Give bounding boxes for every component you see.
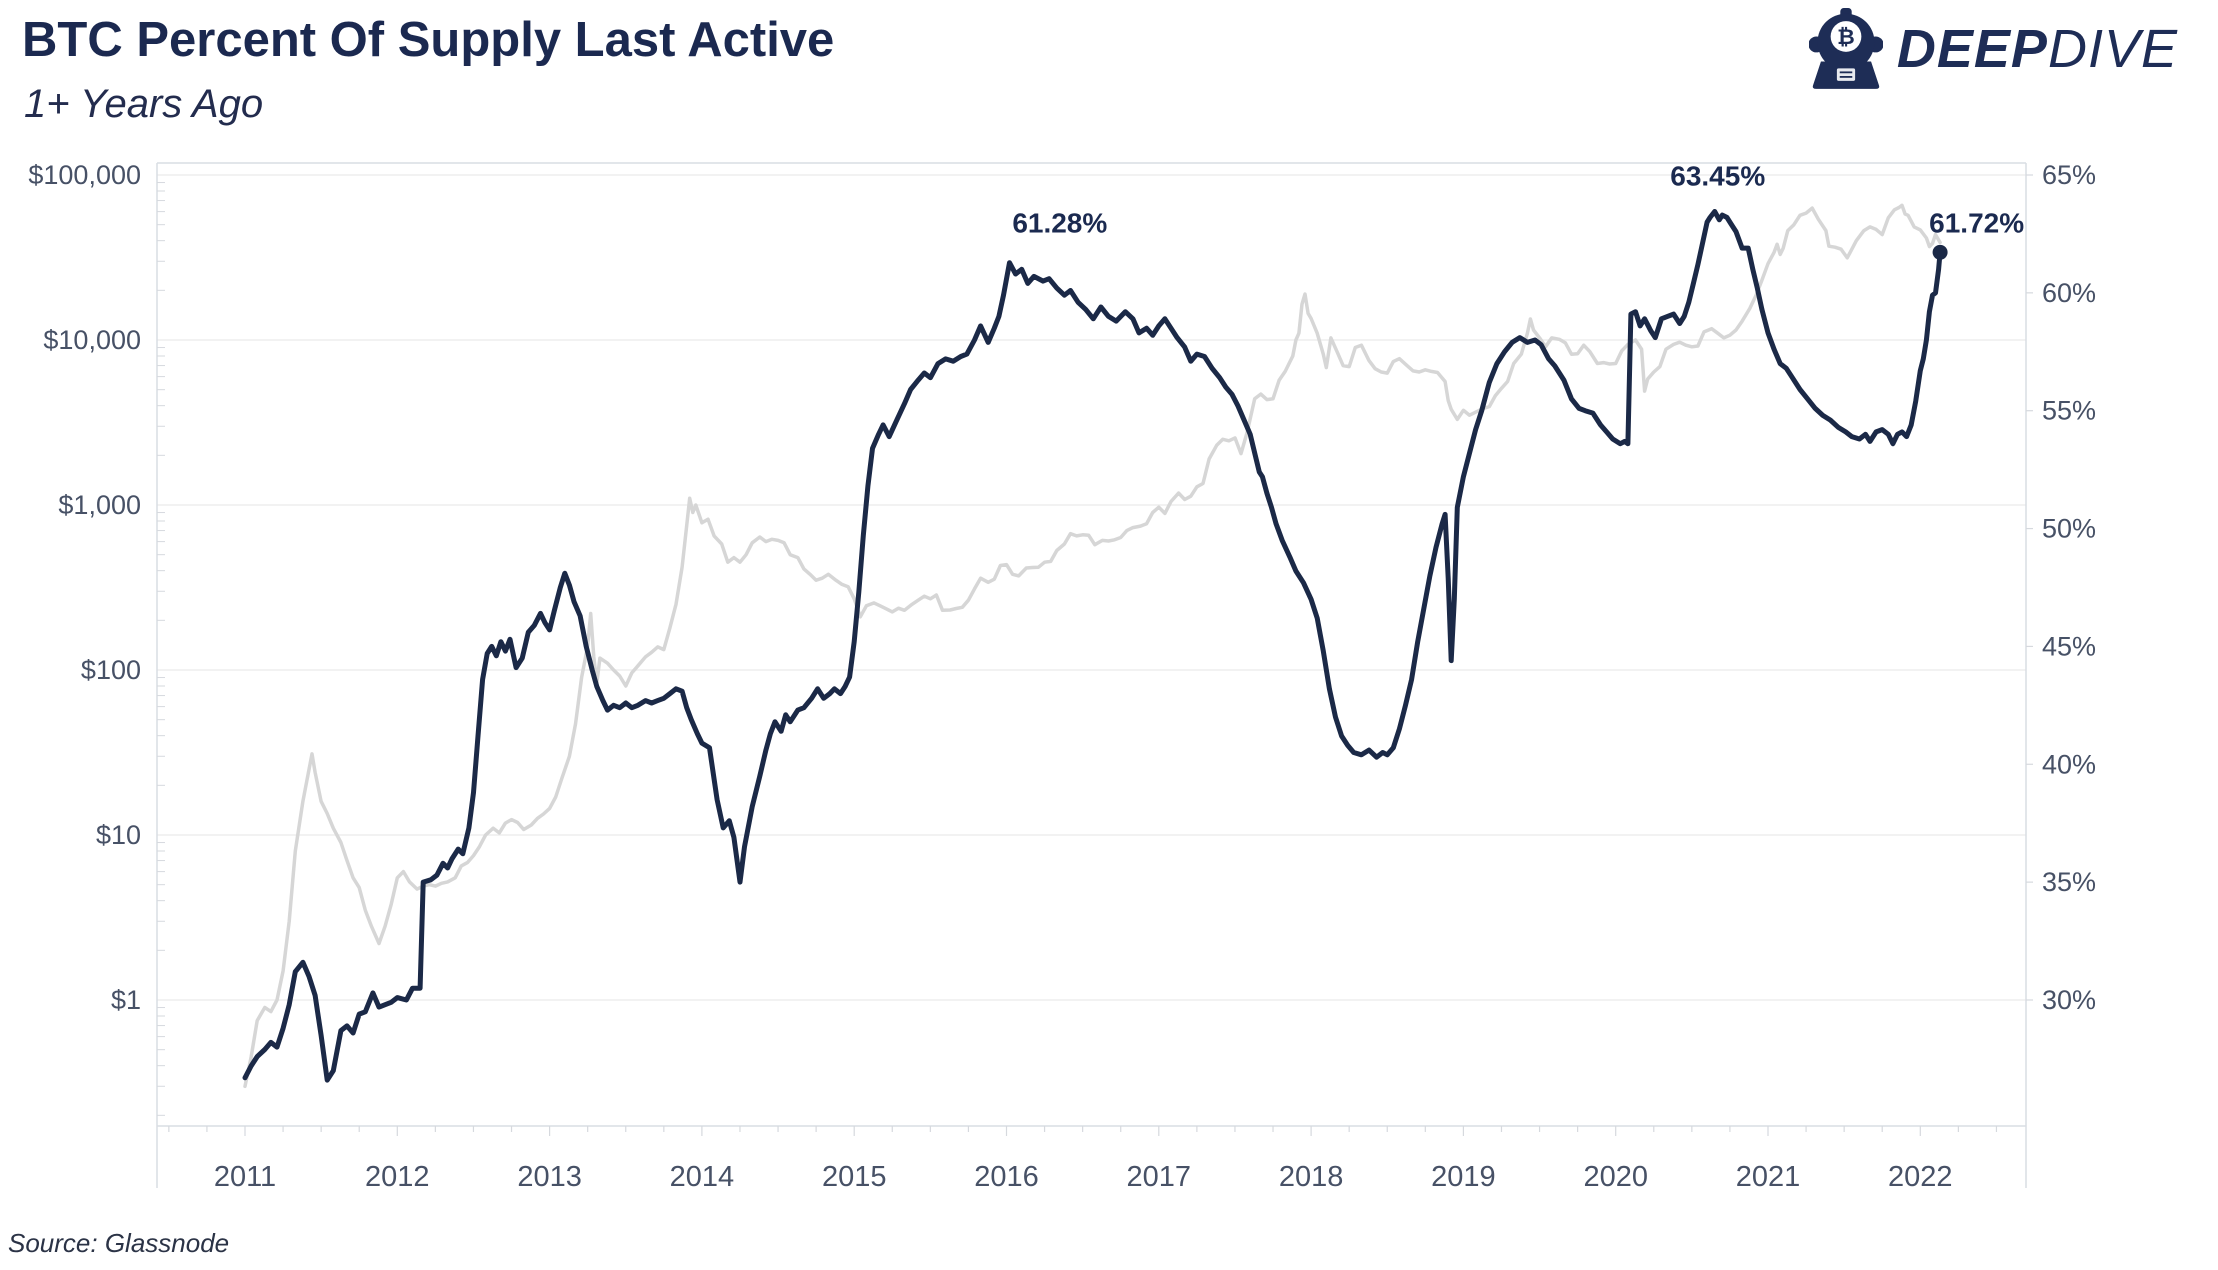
left-axis-tick-label: $10,000 xyxy=(43,325,141,355)
x-axis-tick-label: 2016 xyxy=(974,1161,1039,1193)
annotation-63.45%: 63.45% xyxy=(1670,161,1765,192)
x-axis-tick-label: 2017 xyxy=(1127,1161,1192,1193)
deepdive-logo: ₿ DEEPDIVE xyxy=(1808,8,2178,90)
x-axis-tick-label: 2014 xyxy=(670,1161,735,1193)
left-axis-tick-label: $100,000 xyxy=(28,160,141,190)
x-axis-tick-label: 2015 xyxy=(822,1161,887,1193)
x-axis-tick-label: 2021 xyxy=(1736,1161,1801,1193)
right-axis-tick-label: 55% xyxy=(2042,396,2096,426)
brand-deep: DEEP xyxy=(1896,19,2048,79)
source-note: Source: Glassnode xyxy=(8,1228,230,1258)
right-axis-tick-label: 35% xyxy=(2042,867,2096,897)
diving-helmet-icon: ₿ xyxy=(1808,8,1883,89)
supply-series-line xyxy=(242,209,1943,1083)
x-axis-tick-label: 2019 xyxy=(1431,1161,1496,1193)
page-title: BTC Percent Of Supply Last Active xyxy=(22,13,835,67)
brand-wordmark: DEEPDIVE xyxy=(1897,18,2178,80)
right-axis-tick-label: 50% xyxy=(2042,514,2096,544)
right-axis-tick-label: 30% xyxy=(2042,985,2096,1015)
annotation-61.28%: 61.28% xyxy=(1012,208,1107,239)
x-axis-tick-label: 2013 xyxy=(517,1161,582,1193)
annotation-61.72%: 61.72% xyxy=(1929,208,2024,239)
latest-value-dot xyxy=(1932,244,1948,260)
price-series-line xyxy=(243,203,1942,1089)
bitcoin-glyph: ₿ xyxy=(1837,24,1855,49)
right-axis-tick-label: 60% xyxy=(2042,278,2096,308)
left-axis-tick-label: $1 xyxy=(111,985,141,1015)
x-axis-tick-label: 2012 xyxy=(365,1161,430,1193)
left-axis-tick-label: $1,000 xyxy=(58,490,141,520)
x-axis-tick-label: 2020 xyxy=(1583,1161,1648,1193)
page-subtitle: 1+ Years Ago xyxy=(24,82,264,126)
x-axis-tick-label: 2022 xyxy=(1888,1161,1953,1193)
right-axis-tick-label: 65% xyxy=(2042,160,2096,190)
left-axis-tick-label: $10 xyxy=(96,820,141,850)
right-axis-tick-label: 45% xyxy=(2042,631,2096,661)
brand-dive: DIVE xyxy=(2047,19,2178,79)
x-axis-tick-label: 2011 xyxy=(214,1161,276,1193)
left-axis-tick-label: $100 xyxy=(81,655,141,685)
right-axis-tick-label: 40% xyxy=(2042,749,2096,779)
x-axis-tick-label: 2018 xyxy=(1279,1161,1344,1193)
